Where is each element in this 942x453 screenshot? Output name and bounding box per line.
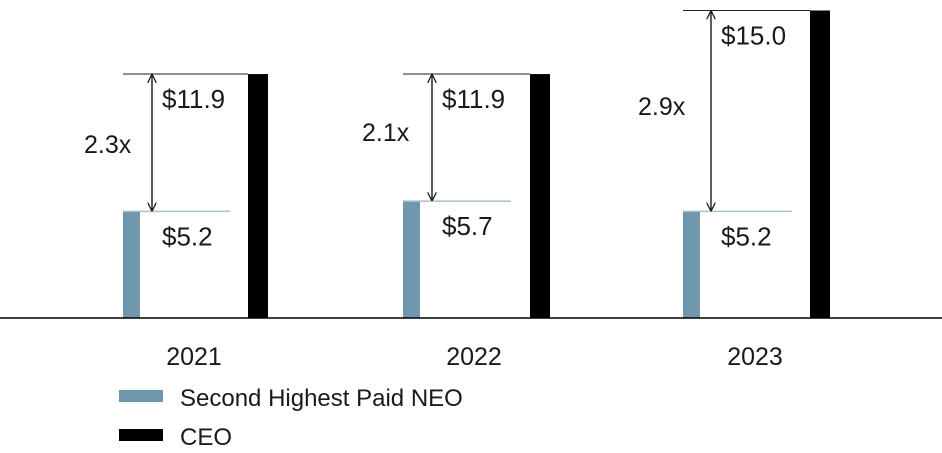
legend-swatch-ceo	[119, 429, 163, 441]
x-tick-label-2023: 2023	[727, 343, 783, 371]
ceo-value-label-2022: $11.9	[442, 84, 505, 114]
neo-value-label-2021: $5.2	[162, 221, 213, 251]
x-tick-label-2022: 2022	[446, 343, 502, 371]
legend-label-second-highest-paid-neo: Second Highest Paid NEO	[180, 385, 463, 412]
ratio-label-2023: 2.9x	[638, 93, 686, 121]
ceo-value-label-2021: $11.9	[162, 84, 225, 114]
legend-swatch-second-highest-paid-neo	[119, 390, 163, 402]
x-tick-label-2021: 2021	[166, 343, 222, 371]
neo-value-label-2023: $5.2	[721, 221, 772, 251]
bar-second-highest-paid-neo-2021	[123, 211, 140, 318]
ratio-label-2022: 2.1x	[362, 119, 410, 147]
bar-ceo-2022	[530, 74, 550, 318]
ceo-value-label-2023: $15.0	[721, 21, 786, 51]
neo-value-label-2022: $5.7	[442, 211, 493, 241]
bar-ceo-2023	[810, 10, 830, 318]
bar-second-highest-paid-neo-2022	[403, 201, 420, 318]
bar-ceo-2021	[248, 74, 268, 318]
legend: Second Highest Paid NEO CEO	[119, 385, 463, 451]
plot-area: $11.9 $5.2 2.3x 2021 $11.9 $5.7 2.1x 2022 $15.0 $…	[84, 10, 830, 371]
ratio-label-2021: 2.3x	[84, 131, 132, 159]
bar-second-highest-paid-neo-2023	[683, 211, 700, 318]
legend-label-ceo: CEO	[180, 424, 232, 451]
